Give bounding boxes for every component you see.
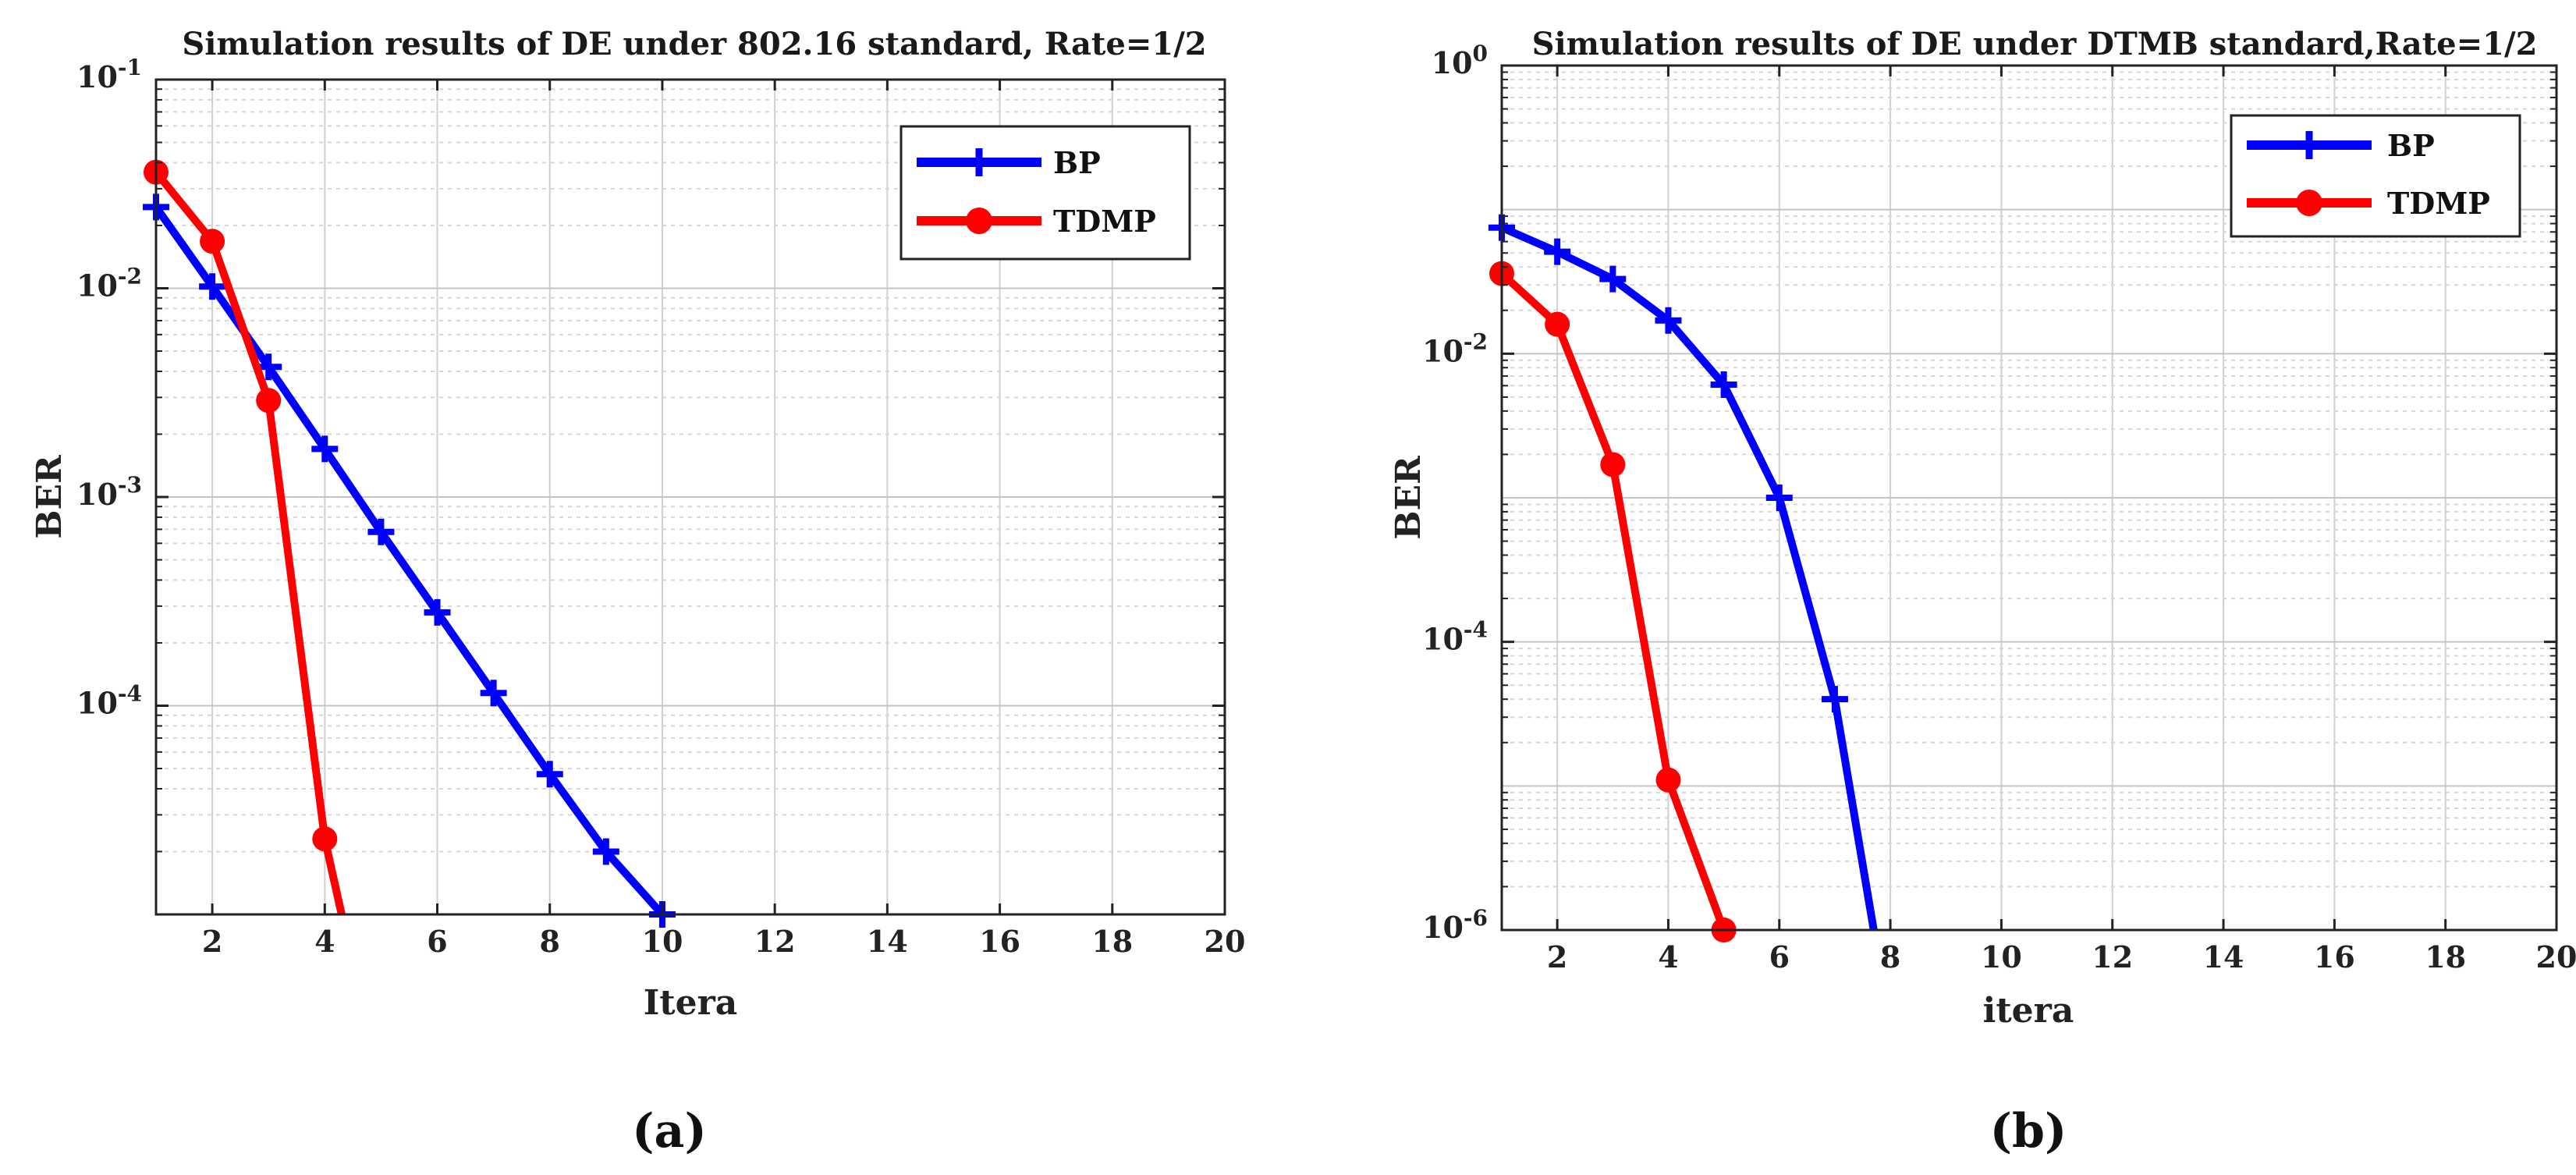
chart-b-series-bp-line (1500, 224, 1878, 931)
chart-a-grid (156, 80, 1226, 914)
chart-a-point-bp (424, 598, 451, 626)
chart-b-xtick-label: 10 (1981, 939, 2022, 974)
chart-b-xtick-label: 14 (2203, 939, 2244, 974)
chart-b-ytick-label: 10-2 (1422, 328, 1488, 368)
chart-b: Simulation results of DE under DTMB stan… (1389, 26, 2576, 1159)
chart-b-point-bp (1710, 371, 1737, 398)
chart-b-ytick-label: 100 (1432, 41, 1488, 80)
chart-a-legend-tdmp-marker (966, 208, 992, 234)
chart-a-ytick-label: 10-2 (76, 264, 142, 304)
chart-b-xtick-label: 8 (1880, 939, 1900, 974)
chart-a-y-ticks: 10-1 10-2 10-3 10-4 (76, 55, 1225, 853)
chart-b-xtick-label: 2 (1547, 939, 1567, 974)
chart-b-legend-tdmp-marker (2296, 190, 2322, 216)
chart-b-legend-bp-label: BP (2387, 128, 2435, 163)
chart-a-xtick-label: 20 (1205, 924, 1246, 959)
chart-a-point-bp (199, 273, 226, 300)
chart-a-xtick-label: 16 (979, 924, 1020, 959)
chart-a-ylabel: BER (30, 455, 69, 539)
chart-b-plot-frame (1500, 64, 2558, 932)
chart-b-point-tdmp (1655, 767, 1681, 793)
chart-b-legend-tdmp-label: TDMP (2387, 186, 2490, 221)
chart-a-point-bp (592, 838, 619, 865)
chart-a-xtick-label: 6 (427, 924, 447, 959)
chart-b-point-tdmp (1545, 311, 1570, 337)
chart-a-ytick-label: 10-3 (76, 472, 142, 512)
chart-a-xlabel: Itera (644, 983, 738, 1023)
chart-b-point-tdmp (1600, 452, 1626, 477)
chart-b-caption: (b) (1990, 1104, 2067, 1159)
chart-a-xtick-label: 4 (314, 924, 335, 959)
chart-b-ytick-label: 10-6 (1422, 905, 1488, 945)
chart-b-xtick-label: 16 (2314, 939, 2355, 974)
chart-a-ytick-label: 10-4 (76, 681, 142, 721)
chart-b-point-bp (1765, 485, 1793, 511)
chart-b-xtick-label: 6 (1769, 939, 1790, 974)
chart-b-point-bp (1544, 238, 1571, 265)
chart-a-xtick-label: 12 (754, 924, 796, 959)
chart-a-xtick-label: 10 (642, 924, 683, 959)
chart-b-x-ticks: 2 4 6 8 10 12 14 16 18 20 (1547, 66, 2576, 974)
chart-a-point-tdmp (200, 229, 225, 254)
chart-b-xtick-label: 4 (1658, 939, 1678, 974)
chart-b-ytick-label: 10-4 (1422, 617, 1488, 657)
chart-a-point-tdmp (312, 826, 338, 852)
chart-a-legend-box (899, 125, 1191, 261)
chart-a: Simulation results of DE under 802.16 st… (30, 26, 1245, 1159)
chart-a-point-tdmp (256, 388, 282, 414)
chart-a-caption: (a) (632, 1104, 707, 1159)
chart-b-xlabel: itera (1983, 991, 2074, 1031)
chart-a-x-ticks: 2 4 6 8 10 12 14 16 18 20 (202, 80, 1246, 959)
chart-b-legend-box (2230, 114, 2521, 238)
chart-b-ylabel: BER (1389, 456, 1428, 540)
chart-b-point-bp (1821, 686, 1848, 713)
chart-b-xtick-label: 12 (2092, 939, 2133, 974)
chart-b-legend: BP TDMP (2230, 114, 2521, 238)
chart-a-point-bp (367, 518, 395, 545)
chart-b-xtick-label: 20 (2536, 939, 2576, 974)
chart-a-series (143, 159, 676, 928)
chart-b-point-bp (1655, 307, 1682, 334)
chart-a-legend-tdmp-label: TDMP (1053, 204, 1156, 239)
chart-a-legend-bp-marker (965, 148, 993, 176)
chart-b-point-bp (1599, 265, 1627, 293)
chart-a-xtick-label: 2 (202, 924, 222, 959)
chart-a-point-bp (536, 761, 563, 788)
chart-a-title: Simulation results of DE under 802.16 st… (182, 26, 1206, 62)
chart-a-xtick-label: 18 (1091, 924, 1133, 959)
chart-b-legend-bp-marker (2295, 131, 2323, 159)
chart-b-title: Simulation results of DE under DTMB stan… (1532, 26, 2538, 62)
chart-a-legend-bp-label: BP (1053, 145, 1101, 180)
chart-b-y-ticks: 100 10-2 10-4 10-6 (1422, 41, 2556, 945)
chart-a-xtick-label: 14 (867, 924, 908, 959)
chart-a-legend: BP TDMP (899, 125, 1191, 261)
chart-a-point-bp (480, 680, 507, 707)
chart-b-series (1488, 214, 1878, 942)
chart-a-ytick-label: 10-1 (76, 55, 142, 94)
chart-b-xtick-label: 18 (2425, 939, 2466, 974)
chart-a-xtick-label: 8 (540, 924, 560, 959)
chart-a-point-bp (311, 435, 339, 463)
